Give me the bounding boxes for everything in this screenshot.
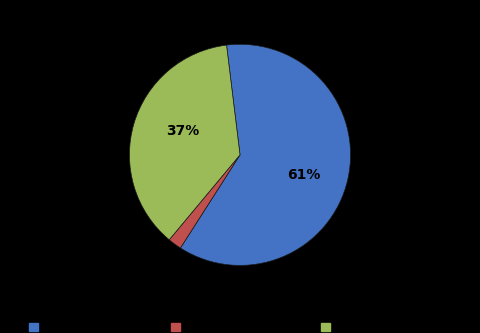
Wedge shape	[180, 44, 350, 265]
Wedge shape	[130, 45, 240, 240]
Wedge shape	[169, 155, 240, 248]
Legend: Wages & Salaries, Employee Benefits, Operating Expenses: Wages & Salaries, Employee Benefits, Ope…	[24, 318, 456, 333]
Text: 37%: 37%	[166, 124, 199, 138]
Text: 61%: 61%	[288, 168, 321, 182]
